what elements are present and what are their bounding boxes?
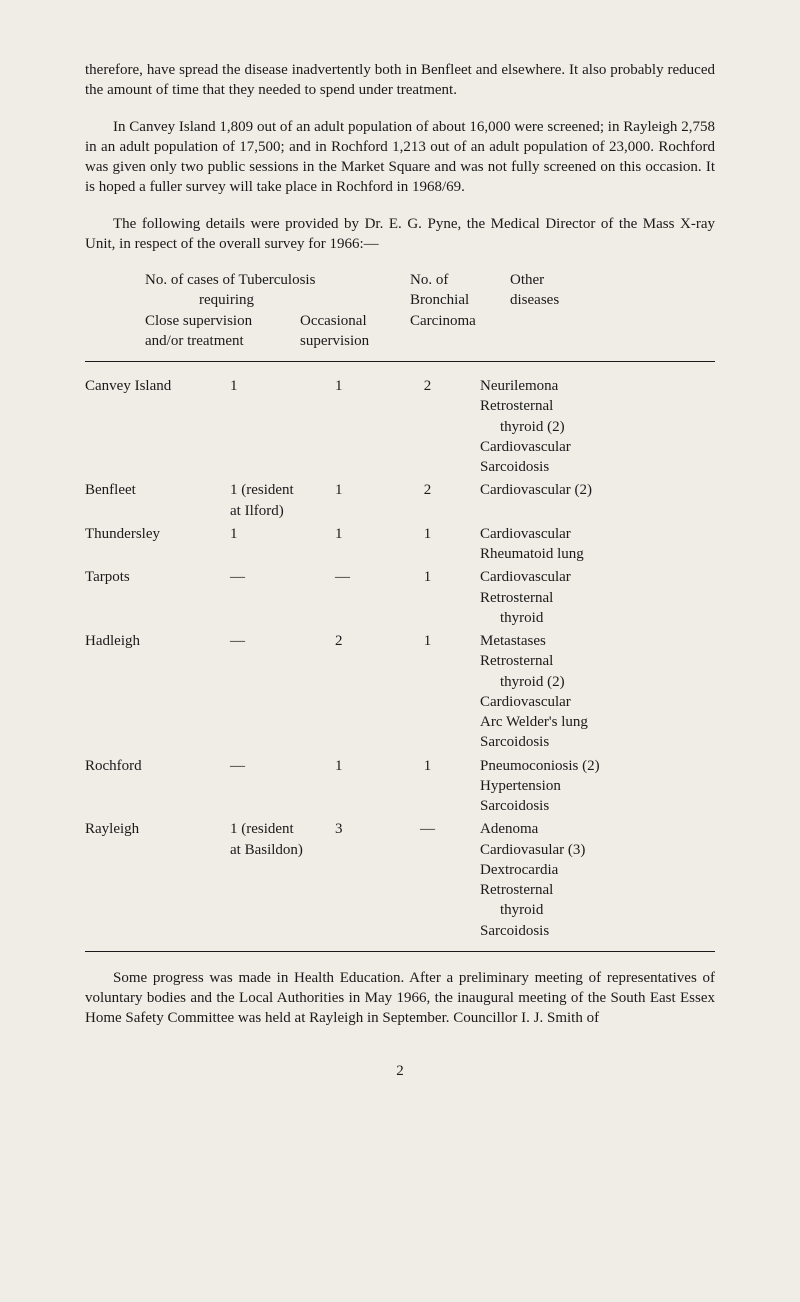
- header-close-supervision: Close supervision: [145, 311, 300, 331]
- close-supervision-cell: 1 (residentat Ilford): [230, 480, 335, 521]
- header-and-or-treatment: and/or treatment: [145, 331, 300, 351]
- location-cell: Thundersley: [85, 524, 230, 544]
- close-supervision-cell: —: [230, 756, 335, 776]
- table-row: Hadleigh—21MetastasesRetrosternalthyroid…: [85, 631, 715, 753]
- header-occasional: Occasional: [300, 311, 410, 331]
- location-cell: Benfleet: [85, 480, 230, 500]
- diseases-cell: MetastasesRetrosternalthyroid (2)Cardiov…: [470, 631, 715, 753]
- table-row: Rayleigh1 (residentat Basildon)3—Adenoma…: [85, 819, 715, 941]
- diseases-cell: CardiovascularRetrosternalthyroid: [470, 567, 715, 628]
- header-col2-line1: No. of: [410, 270, 510, 290]
- page-number: 2: [85, 1061, 715, 1081]
- occasional-cell: 1: [335, 524, 385, 544]
- table-row: Rochford—11Pneumoconiosis (2)Hypertensio…: [85, 756, 715, 817]
- location-cell: Canvey Island: [85, 376, 230, 396]
- table-top-divider: [85, 361, 715, 362]
- occasional-cell: 1: [335, 480, 385, 500]
- footer-paragraph: Some progress was made in Health Educati…: [85, 968, 715, 1029]
- location-cell: Tarpots: [85, 567, 230, 587]
- header-col2-line3: Carcinoma: [410, 311, 510, 331]
- diseases-cell: AdenomaCardiovasular (3)DextrocardiaRetr…: [470, 819, 715, 941]
- diseases-cell: Cardiovascular (2): [470, 480, 715, 500]
- bronchial-cell: 1: [385, 756, 470, 776]
- data-table: Canvey Island112NeurilemonaRetrosternalt…: [85, 376, 715, 941]
- occasional-cell: 1: [335, 756, 385, 776]
- close-supervision-cell: 1: [230, 376, 335, 396]
- occasional-cell: 3: [335, 819, 385, 839]
- location-cell: Hadleigh: [85, 631, 230, 651]
- occasional-cell: 2: [335, 631, 385, 651]
- header-col1-line2: requiring: [199, 290, 410, 310]
- table-header: No. of cases of Tuberculosis No. of Othe…: [85, 270, 715, 351]
- bronchial-cell: 2: [385, 376, 470, 396]
- close-supervision-cell: 1: [230, 524, 335, 544]
- paragraph-2: In Canvey Island 1,809 out of an adult p…: [85, 117, 715, 198]
- diseases-cell: Pneumoconiosis (2)HypertensionSarcoidosi…: [470, 756, 715, 817]
- header-col1-line1: No. of cases of Tuberculosis: [145, 270, 410, 290]
- header-col3-line2: diseases: [510, 290, 650, 310]
- bronchial-cell: 2: [385, 480, 470, 500]
- bronchial-cell: —: [385, 819, 470, 839]
- header-col3-line1: Other: [510, 270, 650, 290]
- diseases-cell: CardiovascularRheumatoid lung: [470, 524, 715, 565]
- header-supervision: supervision: [300, 331, 410, 351]
- paragraph-1: therefore, have spread the disease inadv…: [85, 60, 715, 101]
- paragraph-3: The following details were provided by D…: [85, 214, 715, 255]
- close-supervision-cell: 1 (residentat Basildon): [230, 819, 335, 860]
- occasional-cell: —: [335, 567, 385, 587]
- diseases-cell: NeurilemonaRetrosternalthyroid (2)Cardio…: [470, 376, 715, 477]
- occasional-cell: 1: [335, 376, 385, 396]
- table-row: Canvey Island112NeurilemonaRetrosternalt…: [85, 376, 715, 477]
- location-cell: Rochford: [85, 756, 230, 776]
- header-col2-line2: Bronchial: [410, 290, 510, 310]
- table-row: Tarpots——1CardiovascularRetrosternalthyr…: [85, 567, 715, 628]
- bronchial-cell: 1: [385, 567, 470, 587]
- table-bottom-divider: [85, 951, 715, 952]
- table-row: Thundersley111CardiovascularRheumatoid l…: [85, 524, 715, 565]
- location-cell: Rayleigh: [85, 819, 230, 839]
- close-supervision-cell: —: [230, 631, 335, 651]
- table-row: Benfleet1 (residentat Ilford)12Cardiovas…: [85, 480, 715, 521]
- bronchial-cell: 1: [385, 631, 470, 651]
- close-supervision-cell: —: [230, 567, 335, 587]
- bronchial-cell: 1: [385, 524, 470, 544]
